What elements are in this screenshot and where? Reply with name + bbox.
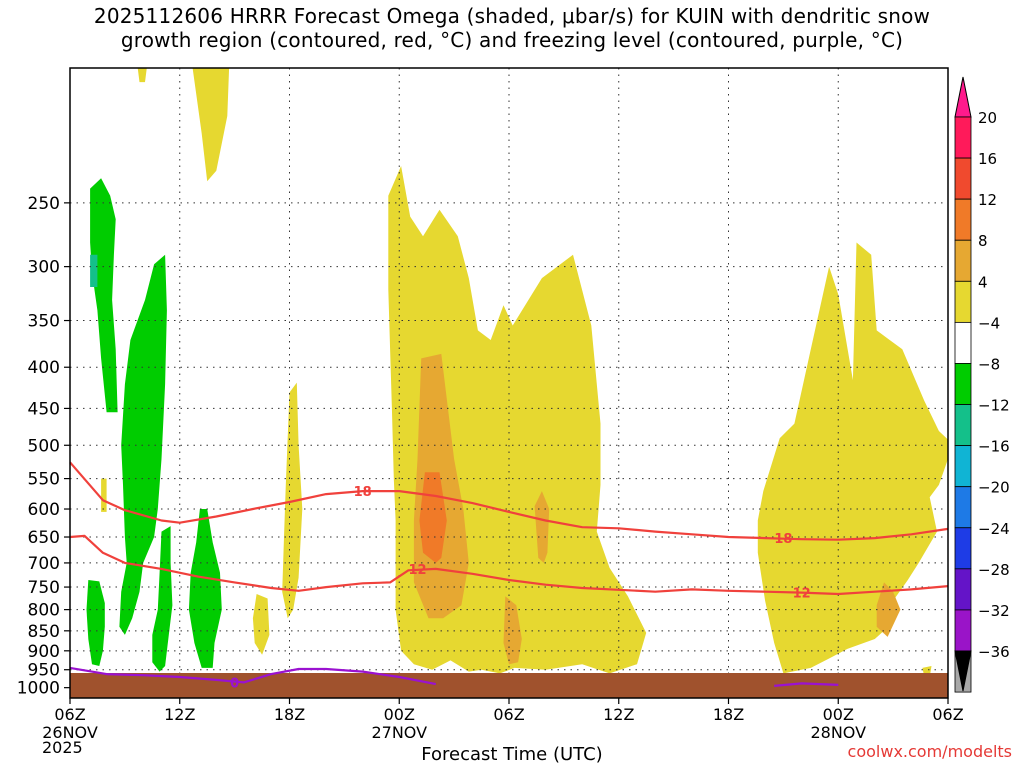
ground-layer bbox=[70, 673, 948, 698]
y-tick-label-550: 550 bbox=[28, 470, 60, 490]
colorbar-label-12: −32 bbox=[978, 602, 1010, 620]
x-tick-label-2: 18Z bbox=[274, 705, 305, 724]
x-tick-date-7: 28NOV bbox=[810, 723, 866, 742]
contour-label--12-1: 12 bbox=[793, 587, 811, 602]
temperature-contours: 18 18 12 12 0 bbox=[69, 461, 949, 691]
shade-yellow-right bbox=[757, 242, 948, 674]
colorbar-swatch-7 bbox=[954, 404, 972, 447]
y-tick-label-900: 900 bbox=[28, 642, 60, 662]
y-tick-label-400: 400 bbox=[28, 358, 60, 378]
colorbar-label-9: −20 bbox=[978, 479, 1010, 497]
x-axis-label: Forecast Time (UTC) bbox=[421, 744, 603, 765]
ground-rect bbox=[70, 673, 948, 698]
y-tick-label-950: 950 bbox=[28, 661, 60, 681]
colorbar: 20 16 12 8 4 −4 −8 −12 −16 −20 −24 −28 −32 −36 bbox=[954, 76, 1010, 693]
shade-yellow-small2 bbox=[252, 594, 270, 655]
y-tick-label-700: 700 bbox=[28, 554, 60, 574]
x-tick-label-0: 06Z bbox=[54, 705, 85, 724]
shade-yellow-small bbox=[137, 68, 147, 83]
colorbar-swatch-2 bbox=[954, 198, 972, 241]
shade-green-2 bbox=[119, 254, 167, 635]
contour-label--18-0: 18 bbox=[354, 485, 372, 500]
shade-gold-2 bbox=[503, 596, 522, 665]
shade-gold-4 bbox=[876, 582, 901, 637]
chart-title: 2025112606 HRRR Forecast Omega (shaded, … bbox=[0, 4, 1024, 52]
colorbar-swatch-3 bbox=[954, 239, 972, 282]
colorbar-label-6: −8 bbox=[978, 355, 1000, 373]
colorbar-swatch-12 bbox=[954, 609, 972, 652]
colorbar-label-10: −24 bbox=[978, 520, 1010, 538]
chart-title-line-2: growth region (contoured, red, °C) and f… bbox=[120, 28, 904, 52]
x-tick-date-0: 26NOV bbox=[42, 723, 98, 742]
colorbar-label-13: −36 bbox=[978, 643, 1010, 661]
x-tick-year: 2025 bbox=[42, 738, 83, 757]
y-tick-label-800: 800 bbox=[28, 601, 60, 621]
y-tick-label-650: 650 bbox=[28, 528, 60, 548]
colorbar-label-3: 8 bbox=[978, 232, 988, 250]
colorbar-top-arrow bbox=[954, 76, 972, 118]
colorbar-swatch-6 bbox=[954, 363, 972, 405]
x-tick-label-6: 18Z bbox=[713, 705, 744, 724]
shade-yellow-thin bbox=[101, 478, 107, 512]
y-tick-label-600: 600 bbox=[28, 500, 60, 520]
y-tick-label-250: 250 bbox=[28, 194, 60, 214]
colorbar-swatch-10 bbox=[954, 527, 972, 570]
shade-green-5 bbox=[188, 509, 222, 668]
x-tick-label-5: 12Z bbox=[603, 705, 634, 724]
colorbar-swatch-0 bbox=[954, 116, 972, 159]
shade-green-3 bbox=[86, 580, 105, 666]
colorbar-swatch-11 bbox=[954, 568, 972, 611]
y-tick-label-1000: 1000 bbox=[17, 679, 60, 699]
contour-label-0-0: 0 bbox=[230, 676, 239, 691]
colorbar-label-5: −4 bbox=[978, 314, 1000, 332]
x-tick-label-8: 06Z bbox=[932, 705, 963, 724]
y-tick-label-300: 300 bbox=[28, 258, 60, 278]
colorbar-swatch-5 bbox=[954, 321, 972, 364]
x-tick-label-4: 06Z bbox=[493, 705, 524, 724]
shade-teal-1 bbox=[90, 254, 98, 287]
y-axis: 2503003504004505005506006507007508008509… bbox=[17, 194, 70, 699]
colorbar-label-11: −28 bbox=[978, 561, 1010, 579]
omega-shading bbox=[86, 68, 948, 677]
contour--18 bbox=[69, 461, 949, 541]
colorbar-swatch-1 bbox=[954, 157, 972, 200]
contour-0 bbox=[69, 666, 437, 686]
y-tick-label-850: 850 bbox=[28, 622, 60, 642]
contour-label--18-1: 18 bbox=[774, 532, 792, 547]
y-tick-label-500: 500 bbox=[28, 436, 60, 456]
x-tick-date-3: 27NOV bbox=[371, 723, 427, 742]
colorbar-label-4: 4 bbox=[978, 273, 988, 291]
colorbar-swatch-8 bbox=[954, 445, 972, 488]
source-credit: coolwx.com/modelts bbox=[847, 742, 1012, 761]
chart-title-line-1: 2025112606 HRRR Forecast Omega (shaded, … bbox=[93, 4, 931, 28]
colorbar-label-2: 12 bbox=[978, 191, 997, 209]
colorbar-swatch-4 bbox=[954, 280, 972, 323]
x-tick-label-7: 00Z bbox=[823, 705, 854, 724]
colorbar-swatch-9 bbox=[954, 486, 972, 529]
y-tick-label-450: 450 bbox=[28, 399, 60, 419]
y-tick-label-350: 350 bbox=[28, 312, 60, 332]
contour-0b bbox=[774, 682, 839, 687]
colorbar-label-0: 20 bbox=[978, 109, 997, 127]
colorbar-label-7: −12 bbox=[978, 397, 1010, 415]
colorbar-label-1: 16 bbox=[978, 150, 997, 168]
x-tick-label-1: 12Z bbox=[164, 705, 195, 724]
shade-green-4 bbox=[152, 526, 173, 672]
shade-yellow-top bbox=[192, 68, 230, 182]
contour--12 bbox=[69, 534, 949, 596]
colorbar-label-8: −16 bbox=[978, 438, 1010, 456]
y-tick-label-750: 750 bbox=[28, 578, 60, 598]
colorbar-bottom-arrow bbox=[954, 650, 972, 692]
contour-label--12-0: 12 bbox=[408, 563, 426, 578]
x-tick-label-3: 00Z bbox=[384, 705, 415, 724]
shade-green-1 bbox=[90, 178, 118, 413]
